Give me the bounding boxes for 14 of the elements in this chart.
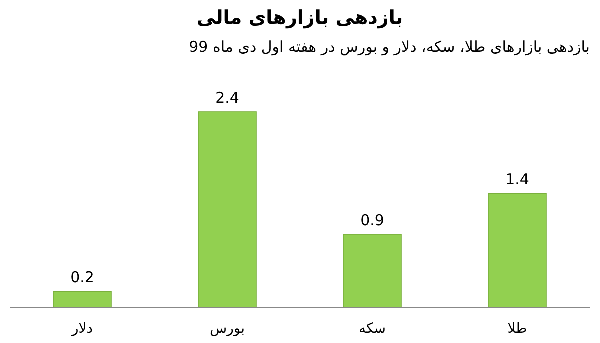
- data-label: 2.4: [216, 89, 240, 107]
- data-label: 1.4: [506, 170, 530, 189]
- x-tick-label: سکه: [359, 321, 386, 337]
- bar: [343, 234, 402, 308]
- chart-title: بازدهی بازارهای مالی: [196, 7, 404, 29]
- bar: [53, 291, 112, 308]
- data-label: 0.2: [70, 268, 94, 287]
- x-tick-label: بورس: [210, 321, 245, 337]
- chart-subtitle: بازدهی بازارهای طلا، سکه، دلار و بورس در هفته اول دی ماه 99: [189, 38, 590, 56]
- bar: [198, 112, 257, 308]
- bar: [488, 193, 547, 308]
- x-tick-label: دلار: [71, 321, 93, 337]
- x-tick-label: طلا: [508, 321, 528, 337]
- data-label: 0.9: [360, 212, 384, 230]
